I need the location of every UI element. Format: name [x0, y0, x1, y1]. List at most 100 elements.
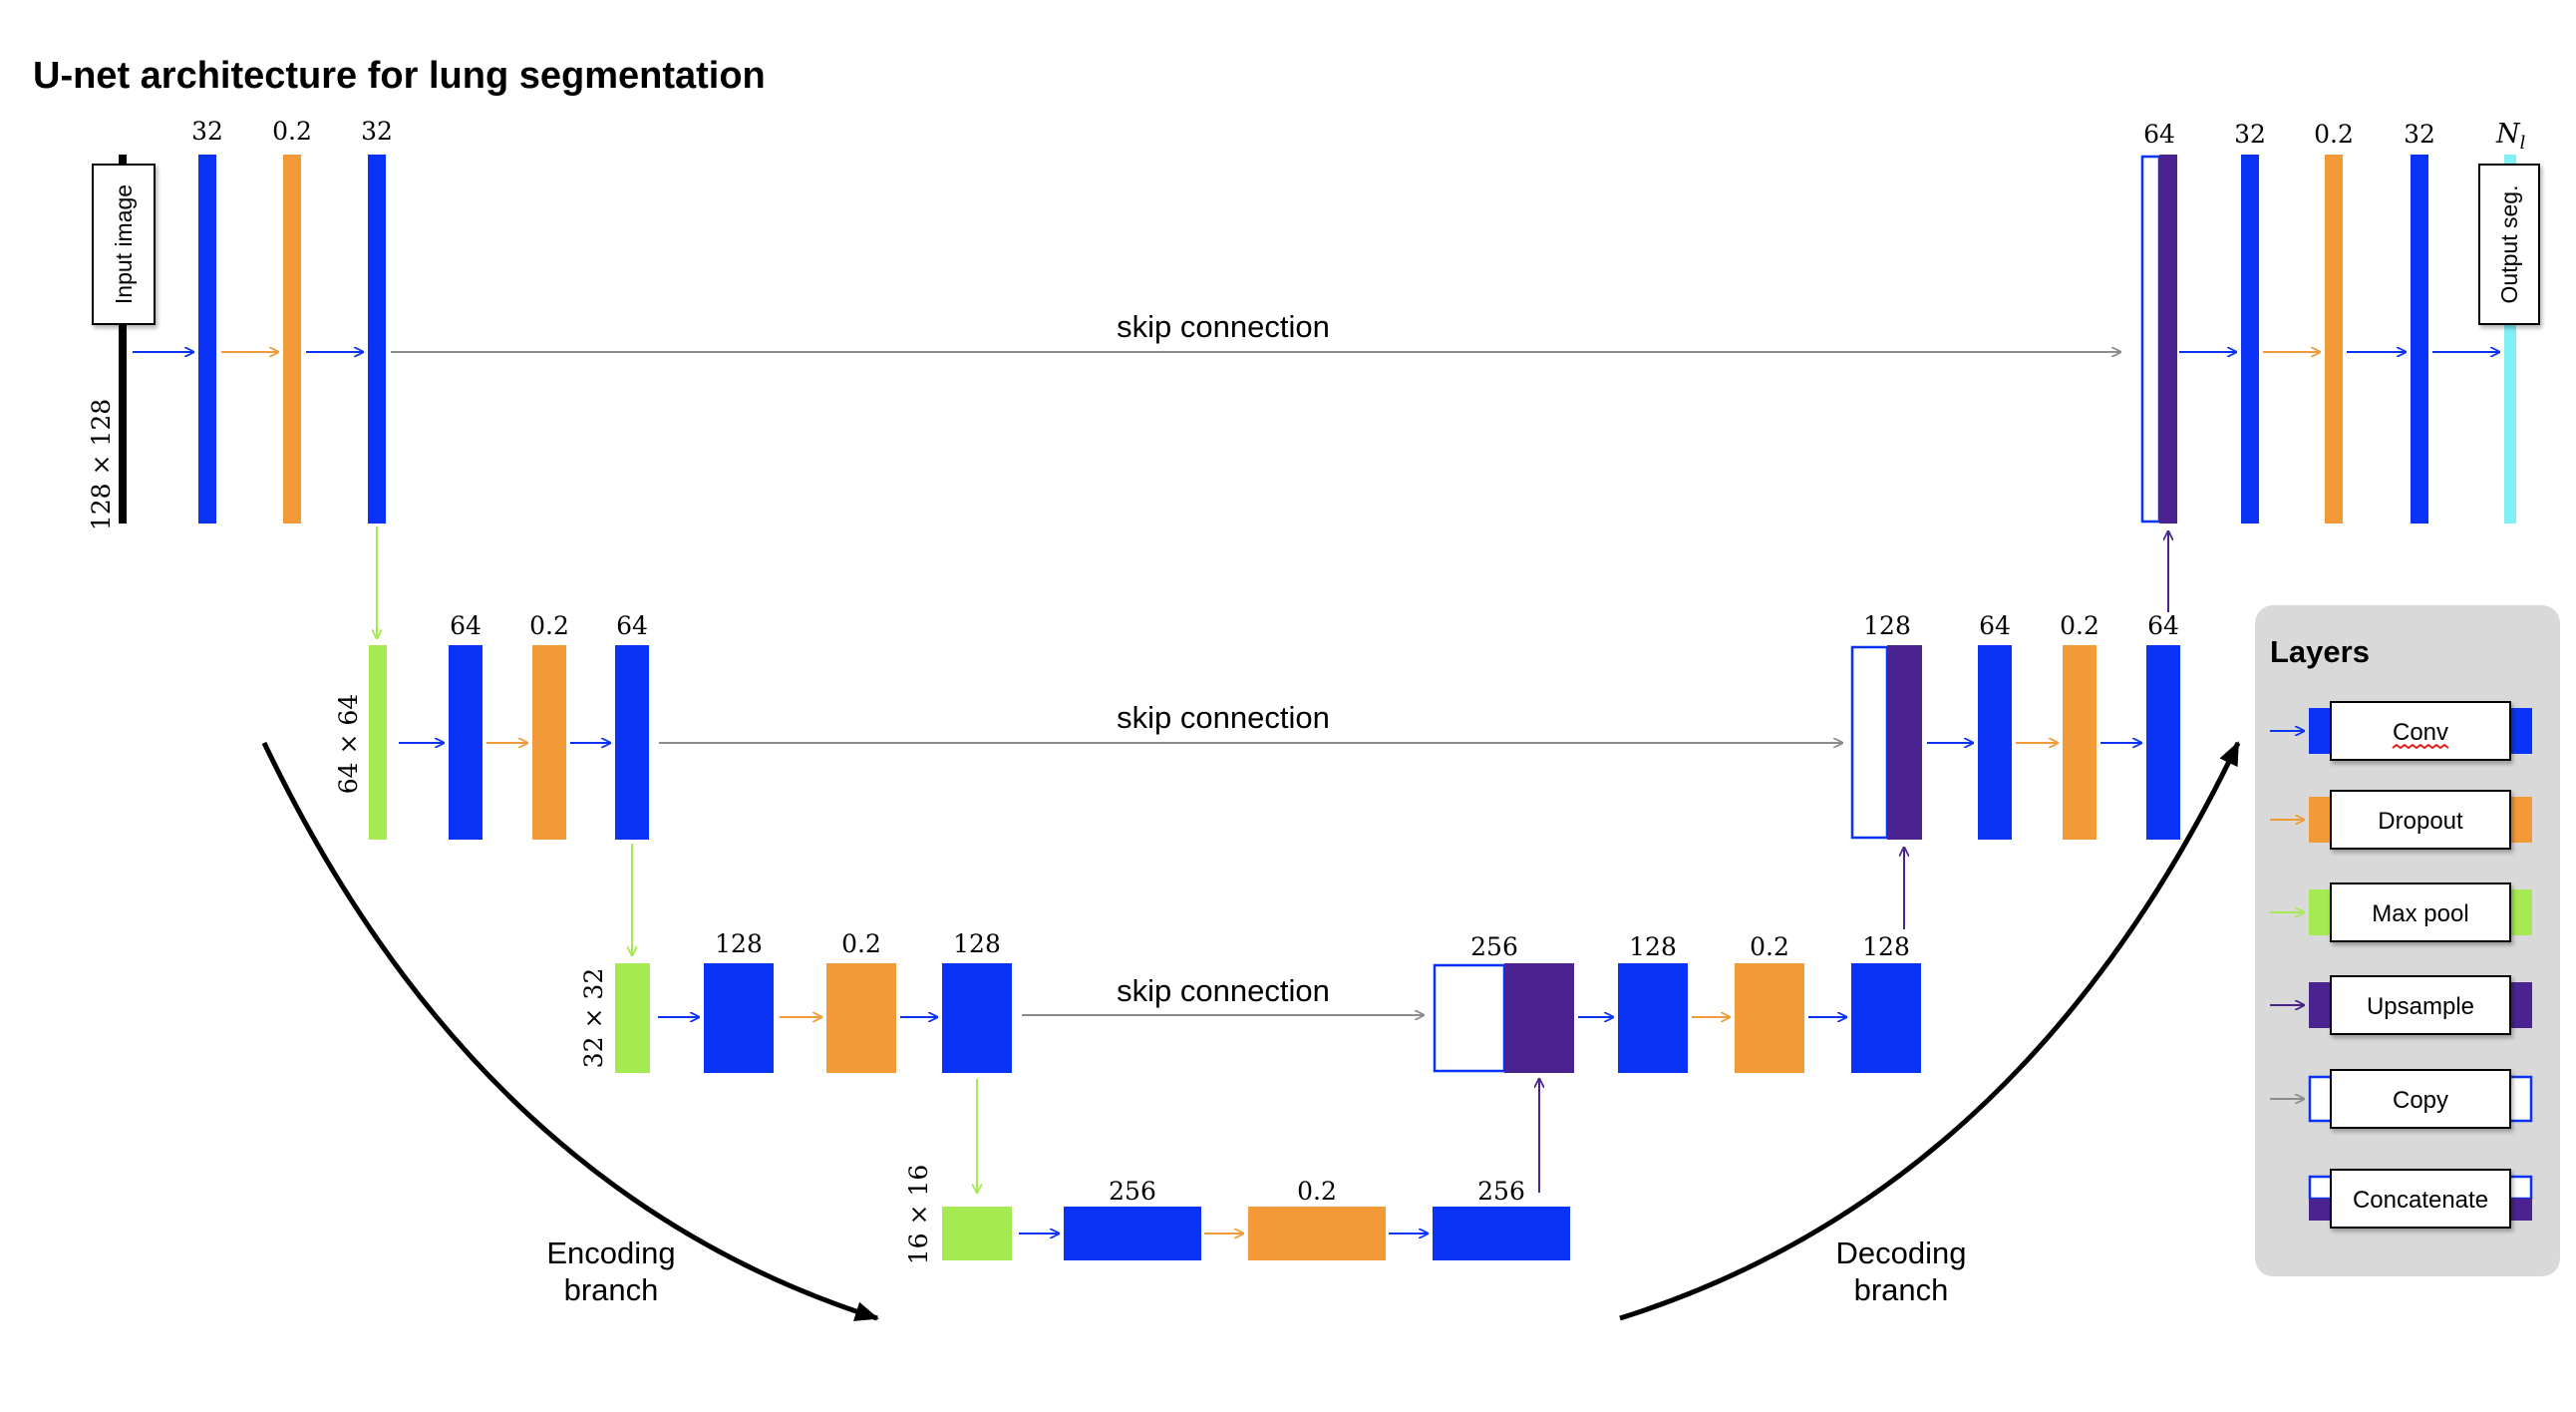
- l2-dec-upsample: [1887, 645, 1922, 840]
- legend-conv-swatch-right: [2510, 708, 2532, 754]
- l1-enc-label-3: 32: [361, 117, 393, 146]
- l1-dec-label-2: 32: [2234, 120, 2266, 149]
- input-image-bar: [119, 155, 127, 524]
- legend-dropout-swatch-left: [2309, 797, 2331, 843]
- l2-dec-conv-2: [2146, 645, 2180, 840]
- legend-dropout-swatch-right: [2510, 797, 2532, 843]
- encoding-branch-arrow: [261, 741, 879, 1321]
- resolution-16-label: 16 × 16: [904, 1165, 933, 1264]
- decoding-branch-arrow: [1619, 741, 2241, 1321]
- legend-concat-label: Concatenate: [2353, 1187, 2488, 1214]
- l1-dec-copy: [2140, 155, 2161, 524]
- legend-maxpool-label: Max pool: [2372, 900, 2468, 927]
- l2-enc-conv-2: [615, 645, 649, 840]
- legend-copy-swatch-left: [2308, 1075, 2334, 1123]
- l3-dec-label-4: 128: [1862, 932, 1910, 961]
- l1-dec-label-4: 32: [2404, 120, 2435, 149]
- l3-enc-conv-1: [704, 963, 774, 1073]
- l2-skip-label: skip connection: [1117, 700, 1330, 735]
- l4-label-1: 256: [1109, 1177, 1156, 1206]
- legend-maxpool-swatch-right: [2510, 889, 2532, 935]
- l1-dec-label-nl: Nl: [2495, 119, 2526, 154]
- encoding-branch-label-line2: branch: [564, 1272, 659, 1307]
- legend-copy-label: Copy: [2393, 1087, 2448, 1114]
- l3-enc-conv-2: [942, 963, 1012, 1073]
- legend-upsample-label: Upsample: [2367, 993, 2474, 1020]
- l2-dec-label-4: 64: [2147, 611, 2179, 640]
- l1-enc-label-2: 0.2: [272, 117, 312, 146]
- l3-enc-dropout: [826, 963, 896, 1073]
- resolution-32-label: 32 × 32: [579, 968, 608, 1068]
- l3-dec-label-3: 0.2: [1750, 932, 1789, 961]
- l1-dec-label-3: 0.2: [2314, 120, 2354, 149]
- l3-maxpool: [615, 963, 650, 1073]
- legend-maxpool-box: [2330, 882, 2511, 942]
- resolution-128-label: 128 × 128: [87, 399, 116, 530]
- l3-enc-label-3: 128: [953, 929, 1001, 958]
- legend-concat-swatch-left-copy: [2308, 1175, 2334, 1201]
- legend-dropout-label: Dropout: [2378, 808, 2463, 835]
- decoding-branch-label-line2: branch: [1854, 1272, 1949, 1307]
- l2-dec-copy: [1850, 645, 1889, 840]
- l1-enc-conv-1: [198, 155, 216, 524]
- legend-conv-box: [2330, 701, 2511, 761]
- decoding-branch-label-line1: Decoding: [1836, 1236, 1967, 1270]
- l3-dec-label-2: 128: [1629, 932, 1677, 961]
- l3-dec-conv-1: [1618, 963, 1688, 1073]
- resolution-64-label: 64 × 64: [334, 694, 363, 794]
- l1-enc-label-1: 32: [191, 117, 223, 146]
- l3-dec-conv-2: [1851, 963, 1921, 1073]
- l4-conv-1: [1064, 1207, 1201, 1260]
- l2-enc-dropout: [532, 645, 566, 840]
- l1-skip-label: skip connection: [1117, 309, 1330, 344]
- legend-conv-spellcheck-underline: [2392, 743, 2449, 750]
- l4-conv-2: [1433, 1207, 1570, 1260]
- l2-enc-label-1: 64: [450, 611, 482, 640]
- l4-label-2: 0.2: [1297, 1177, 1337, 1206]
- diagram-title: U-net architecture for lung segmentation: [33, 55, 766, 97]
- output-seg-label-box: [2478, 164, 2540, 325]
- l1-dec-upsample: [2159, 155, 2177, 524]
- l1-enc-conv-2: [368, 155, 386, 524]
- l3-dec-label-1: 256: [1470, 932, 1518, 961]
- input-image-label-box: [92, 164, 156, 325]
- legend-upsample-swatch-left: [2309, 982, 2331, 1028]
- l3-dec-upsample: [1504, 963, 1574, 1073]
- l2-dec-conv-1: [1978, 645, 2012, 840]
- encoding-branch-label-line1: Encoding: [546, 1236, 675, 1270]
- legend-panel: Layers Conv Dropout Max pool Upsample Co…: [2255, 605, 2560, 1276]
- l3-skip-label: skip connection: [1117, 973, 1330, 1008]
- l1-dec-conv-1: [2241, 155, 2259, 524]
- l3-dec-dropout: [1735, 963, 1804, 1073]
- l1-dec-conv-2: [2411, 155, 2428, 524]
- legend-conv-swatch-left: [2309, 708, 2331, 754]
- l3-enc-label-2: 0.2: [841, 929, 881, 958]
- legend-copy-box: [2330, 1069, 2511, 1129]
- l2-enc-conv-1: [449, 645, 483, 840]
- input-image-label: Input image: [111, 184, 137, 304]
- l2-enc-label-2: 0.2: [529, 611, 569, 640]
- l2-dec-dropout: [2063, 645, 2096, 840]
- l2-enc-label-3: 64: [616, 611, 648, 640]
- legend-concat-swatch-right-copy: [2507, 1175, 2533, 1201]
- l1-dec-dropout: [2325, 155, 2343, 524]
- legend-upsample-box: [2330, 975, 2511, 1035]
- l3-enc-label-1: 128: [715, 929, 763, 958]
- legend-concat-swatch-right-up: [2508, 1199, 2532, 1221]
- l1-dec-label-1: 64: [2143, 120, 2175, 149]
- legend-maxpool-swatch-left: [2309, 889, 2331, 935]
- l4-dropout: [1248, 1207, 1386, 1260]
- l4-maxpool: [942, 1207, 1012, 1260]
- l2-dec-label-1: 128: [1863, 611, 1911, 640]
- l2-dec-label-3: 0.2: [2060, 611, 2099, 640]
- legend-dropout-box: [2330, 790, 2511, 850]
- l3-dec-copy: [1433, 963, 1506, 1073]
- l2-maxpool: [369, 645, 387, 840]
- legend-upsample-swatch-right: [2510, 982, 2532, 1028]
- l2-dec-label-2: 64: [1979, 611, 2011, 640]
- legend-copy-swatch-right: [2507, 1075, 2533, 1123]
- legend-title: Layers: [2270, 634, 2370, 669]
- legend-concat-box: [2330, 1169, 2511, 1229]
- legend-conv-label: Conv: [2393, 719, 2448, 746]
